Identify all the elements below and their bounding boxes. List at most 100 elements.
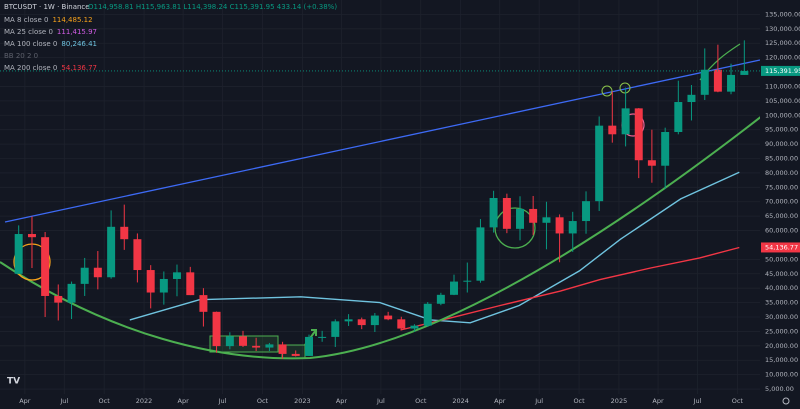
x-tick-label: Jul	[59, 397, 68, 405]
x-tick-label: Oct	[415, 397, 427, 405]
candle-body	[542, 217, 551, 223]
x-tick-label: Jul	[693, 397, 702, 405]
circle-mark	[601, 85, 613, 97]
candle-body	[357, 319, 366, 326]
candle-body	[265, 344, 274, 348]
y-tick-label: 15,000.00	[765, 356, 798, 364]
candle-body	[120, 226, 129, 240]
x-tick-label: 2024	[452, 397, 469, 405]
candle-body	[14, 234, 23, 274]
candle-body	[700, 69, 709, 95]
support-curve	[0, 85, 800, 360]
candle-body	[80, 267, 89, 284]
candle-body	[687, 94, 696, 103]
candle-body	[291, 353, 300, 356]
x-tick-label: Jul	[218, 397, 227, 405]
y-tick-label: 75,000.00	[765, 183, 798, 191]
candle-body	[621, 108, 630, 135]
candle-body	[186, 272, 195, 296]
y-tick-label: 60,000.00	[765, 227, 798, 235]
x-tick-label: Jul	[376, 397, 385, 405]
candle-body	[41, 237, 50, 296]
y-tick-label: 40,000.00	[765, 284, 798, 292]
candle-body	[555, 217, 564, 234]
symbol-title: BTCUSDT · 1W · Binance	[4, 3, 90, 11]
indicator-name: BB 20 2 0	[4, 52, 38, 60]
candle-body	[595, 125, 604, 202]
y-tick-label: 130,000.00	[765, 25, 800, 33]
y-tick-label: 125,000.00	[765, 39, 800, 47]
y-tick-label: 105,000.00	[765, 97, 800, 105]
candle-body	[318, 336, 327, 338]
circle-mark	[619, 82, 631, 94]
candle-body	[608, 125, 617, 135]
candle-body	[107, 226, 116, 278]
y-tick-label: 95,000.00	[765, 126, 798, 134]
y-tick-label: 90,000.00	[765, 140, 798, 148]
logo: TV	[7, 377, 20, 387]
candle-body	[410, 325, 419, 329]
candle-body	[436, 294, 445, 304]
y-tick-label: 85,000.00	[765, 155, 798, 163]
x-tick-label: 2022	[136, 397, 153, 405]
current-price-box	[761, 65, 800, 76]
candle-body	[463, 280, 472, 282]
time-scale	[0, 394, 800, 409]
candle-body	[423, 303, 432, 326]
x-tick-label: Apr	[336, 397, 348, 405]
x-tick-label: Apr	[652, 397, 664, 405]
candle-body	[674, 102, 683, 132]
candle-body	[331, 321, 340, 337]
indicator-value: 54,136.77	[61, 64, 97, 72]
candle-body	[582, 201, 591, 222]
candle-body	[93, 267, 102, 278]
candle-body	[67, 283, 76, 303]
candle-body	[159, 278, 168, 293]
indicator-name: MA 100 close 0	[4, 40, 57, 48]
candle-body	[529, 208, 538, 223]
candle-body	[489, 197, 498, 228]
candle-body	[384, 315, 393, 320]
x-tick-label: 2025	[611, 397, 628, 405]
current-price-label: 115,391.95	[765, 67, 800, 75]
x-tick-label: Oct	[573, 397, 585, 405]
candle-body	[225, 336, 234, 347]
y-tick-label: 30,000.00	[765, 313, 798, 321]
candle-body	[54, 295, 63, 303]
candle-body	[634, 108, 643, 161]
x-tick-label: Oct	[257, 397, 269, 405]
candle-body	[212, 311, 221, 347]
indicator-lines	[129, 171, 740, 331]
circle-mark	[494, 207, 536, 249]
logo-mark: TV	[7, 377, 20, 387]
ohlc-values: O114,958.81 H115,963.81 L114,398.24 C115…	[88, 3, 337, 11]
y-tick-label: 65,000.00	[765, 212, 798, 220]
candle-body	[713, 69, 722, 92]
y-tick-label: 10,000.00	[765, 371, 798, 379]
y-tick-label: 20,000.00	[765, 342, 798, 350]
y-tick-label: 70,000.00	[765, 198, 798, 206]
y-tick-label: 35,000.00	[765, 299, 798, 307]
candle-body	[172, 272, 181, 279]
candles	[14, 40, 749, 359]
indicator-name: MA 25 close 0	[4, 28, 53, 36]
y-tick-label: 80,000.00	[765, 169, 798, 177]
candle-body	[305, 336, 313, 356]
axes: 5,000.00 10,000.00 15,000.00 20,000.00 25,00…	[0, 10, 800, 405]
indicator-legend: MA 8 close 0 114,485.12 MA 25 close 0 111,4…	[4, 16, 97, 72]
candle-body	[727, 74, 736, 92]
candle-body	[476, 227, 485, 281]
ma-line	[400, 246, 740, 331]
settings-icon[interactable]	[782, 397, 790, 405]
candle-body	[502, 197, 511, 229]
x-tick-label: Apr	[19, 397, 31, 405]
y-tick-label: 135,000.00	[765, 10, 800, 18]
x-tick-label: 2023	[294, 397, 311, 405]
candle-body	[199, 295, 208, 312]
y-tick-label: 5,000.00	[765, 385, 794, 393]
indicator-price-label: 54,136.77	[765, 243, 798, 251]
indicator-value: 80,246.41	[61, 40, 97, 48]
trend-line	[4, 59, 761, 223]
indicator-value: 111,415.97	[57, 28, 97, 36]
